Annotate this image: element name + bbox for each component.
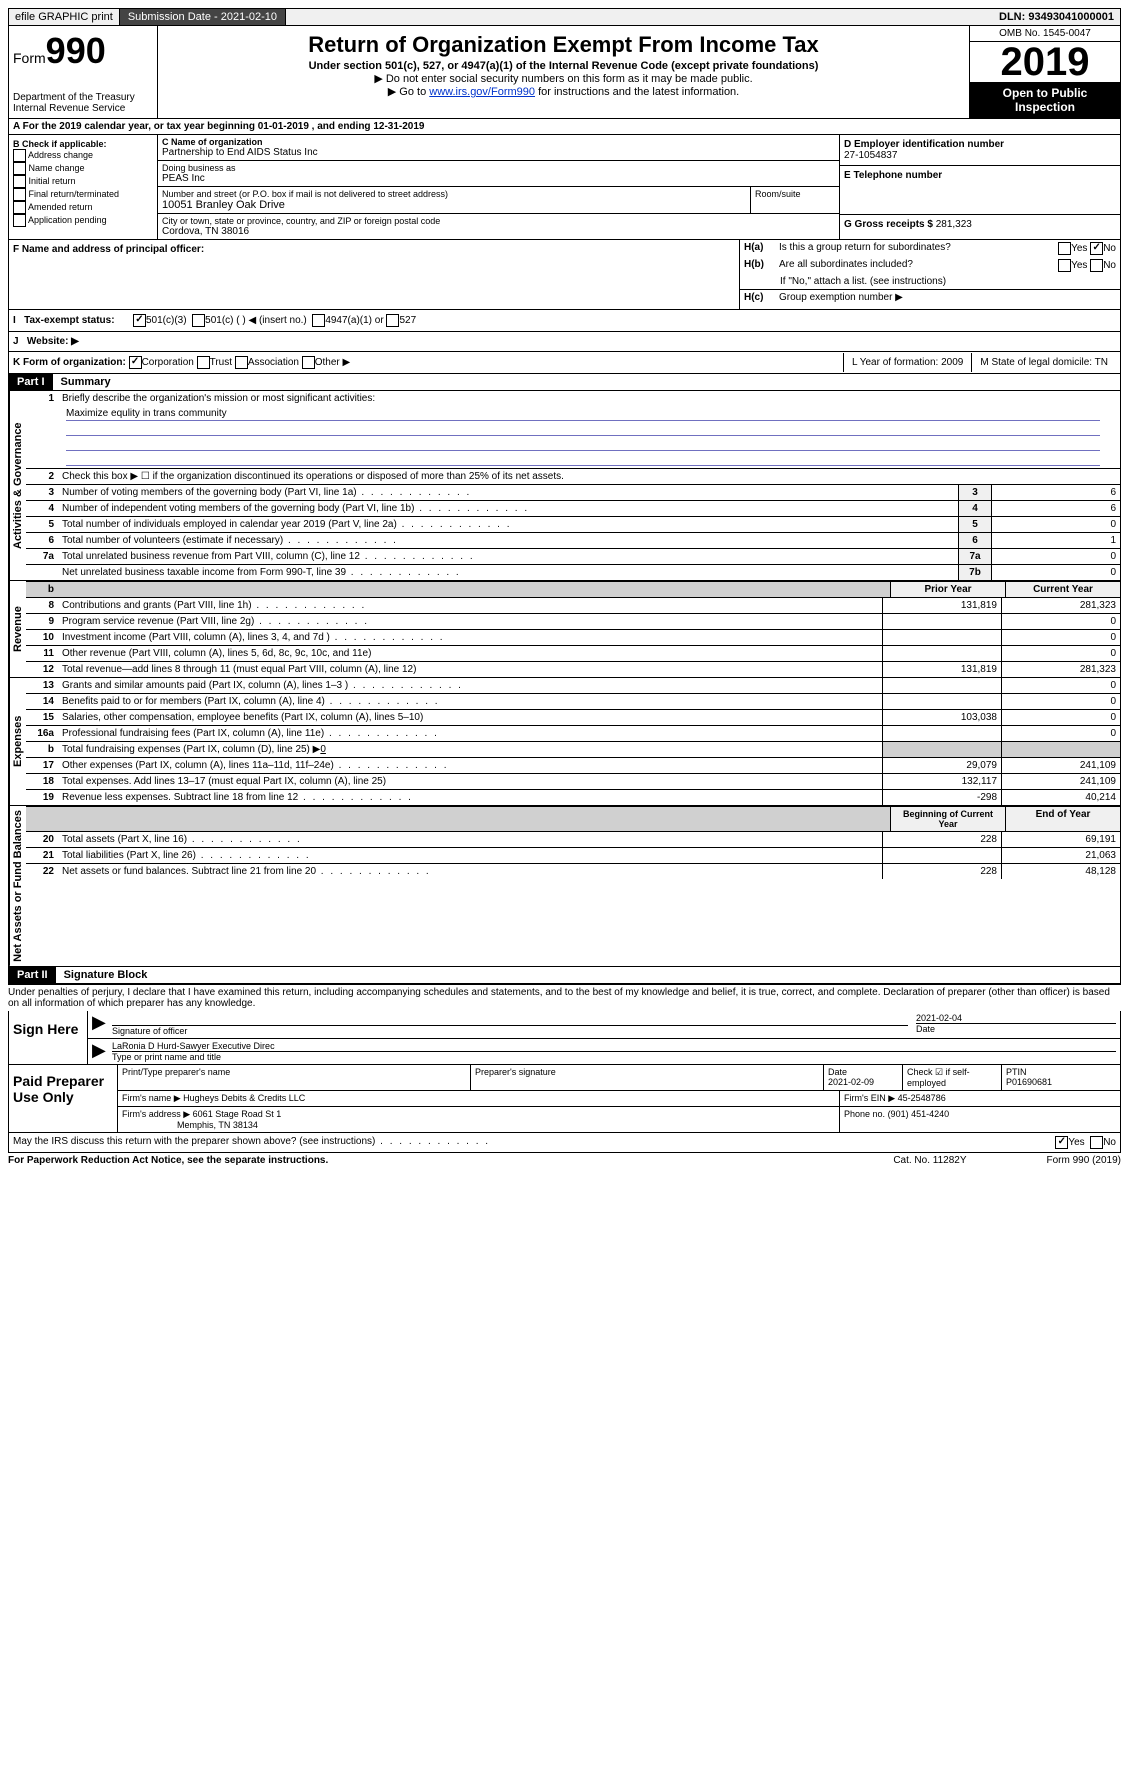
dba-label: Doing business as <box>162 163 835 173</box>
firm-name: Hugheys Debits & Credits LLC <box>183 1093 305 1103</box>
dept-treasury: Department of the Treasury <box>13 92 153 103</box>
efile-link[interactable]: efile GRAPHIC print <box>9 9 120 25</box>
org-corp-checkbox[interactable] <box>129 356 142 369</box>
year-formation: L Year of formation: 2009 <box>843 353 971 372</box>
tax-year: 2019 <box>970 42 1120 82</box>
principal-row: F Name and address of principal officer:… <box>8 240 1121 310</box>
section-governance: Activities & Governance 1Briefly describ… <box>8 391 1121 581</box>
part1-header: Part I Summary <box>8 374 1121 391</box>
top-toolbar: efile GRAPHIC print Submission Date - 20… <box>8 8 1121 26</box>
street-label: Number and street (or P.O. box if mail i… <box>162 189 746 199</box>
name-label: C Name of organization <box>162 137 835 147</box>
section-revenue: Revenue bPrior YearCurrent Year 8Contrib… <box>8 581 1121 678</box>
form-number: Form990 <box>13 30 153 72</box>
footer: For Paperwork Reduction Act Notice, see … <box>8 1153 1121 1168</box>
phone-label: E Telephone number <box>844 170 1116 181</box>
org-name: Partnership to End AIDS Status Inc <box>162 147 835 158</box>
dba-name: PEAS Inc <box>162 173 835 184</box>
tab-revenue: Revenue <box>9 581 26 677</box>
status-501c-checkbox[interactable] <box>192 314 205 327</box>
link-note: ▶ Go to www.irs.gov/Form990 for instruct… <box>162 85 965 98</box>
ha-text: Is this a group return for subordinates? <box>779 242 951 255</box>
hc-text: Group exemption number ▶ <box>779 292 903 303</box>
box-f-label: F Name and address of principal officer: <box>13 244 204 255</box>
gross-value: 281,323 <box>936 219 972 230</box>
tab-expenses: Expenses <box>9 678 26 805</box>
submission-date: Submission Date - 2021-02-10 <box>120 9 286 25</box>
form-header: Form990 Department of the Treasury Inter… <box>8 26 1121 119</box>
ssn-note: ▶ Do not enter social security numbers o… <box>162 72 965 85</box>
row-k: K Form of organization: Corporation Trus… <box>8 352 1121 374</box>
tab-netassets: Net Assets or Fund Balances <box>9 806 26 966</box>
status-4947-checkbox[interactable] <box>312 314 325 327</box>
status-501c3-checkbox[interactable] <box>133 314 146 327</box>
firm-addr: 6061 Stage Road St 1 <box>193 1109 282 1119</box>
open-public: Open to Public Inspection <box>970 82 1120 118</box>
paid-preparer: Paid Preparer Use Only Print/Type prepar… <box>8 1065 1121 1133</box>
sign-here: Sign Here ▶ Signature of officer 2021-02… <box>8 1011 1121 1065</box>
city: Cordova, TN 38016 <box>162 226 835 237</box>
perjury-text: Under penalties of perjury, I declare th… <box>8 984 1121 1011</box>
firm-ein: 45-2548786 <box>898 1093 946 1103</box>
form990-link[interactable]: www.irs.gov/Form990 <box>429 86 535 98</box>
tax-status-row: I Tax-exempt status: 501(c)(3) 501(c) ( … <box>8 310 1121 332</box>
box-b: B Check if applicable: Address change Na… <box>9 135 158 239</box>
discuss-no-checkbox[interactable] <box>1090 1136 1103 1149</box>
room-suite-label: Room/suite <box>751 187 839 213</box>
tab-governance: Activities & Governance <box>9 391 26 580</box>
mission-text: Maximize equlity in trans community <box>66 408 1100 421</box>
section-expenses: Expenses 13Grants and similar amounts pa… <box>8 678 1121 806</box>
website-row: J Website: ▶ <box>8 332 1121 352</box>
org-trust-checkbox[interactable] <box>197 356 210 369</box>
discuss-row: May the IRS discuss this return with the… <box>8 1133 1121 1153</box>
hb-note: If "No," attach a list. (see instruction… <box>740 274 1120 289</box>
form-subtitle: Under section 501(c), 527, or 4947(a)(1)… <box>162 60 965 72</box>
form-title: Return of Organization Exempt From Incom… <box>162 32 965 58</box>
row-a-period: A For the 2019 calendar year, or tax yea… <box>8 119 1121 135</box>
ptin: P01690681 <box>1006 1077 1052 1087</box>
entity-block: B Check if applicable: Address change Na… <box>8 135 1121 240</box>
status-527-checkbox[interactable] <box>386 314 399 327</box>
hb-text: Are all subordinates included? <box>779 259 913 272</box>
officer-name: LaRonia D Hurd-Sawyer Executive Direc <box>112 1041 1116 1052</box>
discuss-yes-checkbox[interactable] <box>1055 1136 1068 1149</box>
section-netassets: Net Assets or Fund Balances Beginning of… <box>8 806 1121 967</box>
part2-header: Part II Signature Block <box>8 967 1121 984</box>
city-label: City or town, state or province, country… <box>162 216 835 226</box>
gross-label: G Gross receipts $ <box>844 219 933 230</box>
street: 10051 Branley Oak Drive <box>162 199 746 211</box>
org-other-checkbox[interactable] <box>302 356 315 369</box>
state-domicile: M State of legal domicile: TN <box>971 353 1116 372</box>
ein-label: D Employer identification number <box>844 139 1116 150</box>
firm-phone: (901) 451-4240 <box>888 1109 950 1119</box>
dln: DLN: 93493041000001 <box>993 9 1120 25</box>
org-assoc-checkbox[interactable] <box>235 356 248 369</box>
ein-value: 27-1054837 <box>844 150 1116 161</box>
irs-label: Internal Revenue Service <box>13 103 153 114</box>
